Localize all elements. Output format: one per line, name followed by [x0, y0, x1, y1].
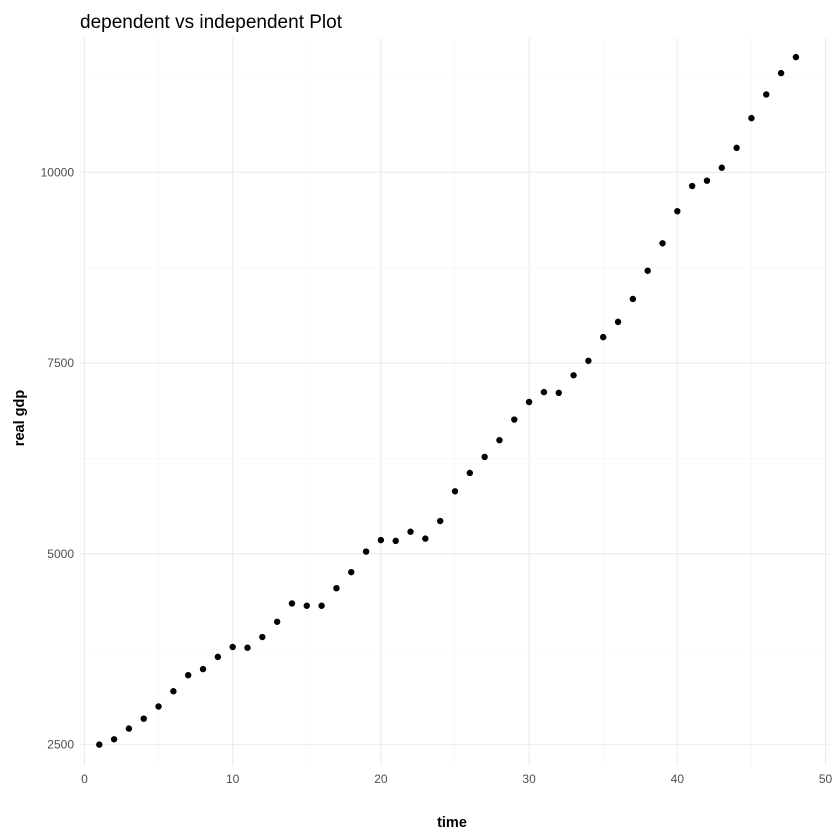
tick-labels: 0 10 20 30 40 50 2500 5000 7500 10000: [41, 165, 833, 786]
data-point: [614, 318, 622, 326]
data-point: [259, 633, 266, 641]
data-point: [155, 703, 162, 710]
data-point: [229, 643, 236, 651]
data-point: [703, 177, 711, 184]
data-point: [674, 208, 681, 215]
data-point: [688, 182, 696, 190]
data-point: [318, 602, 325, 609]
data-point: [777, 69, 785, 77]
y-tick-label: 2500: [47, 738, 74, 752]
data-point: [451, 488, 459, 495]
data-point: [585, 357, 592, 364]
data-point: [185, 671, 192, 679]
data-point: [629, 295, 637, 303]
x-tick-label: 20: [374, 772, 388, 786]
data-point: [792, 53, 800, 61]
data-point: [96, 741, 103, 748]
x-tick-label: 0: [81, 772, 88, 786]
data-point: [763, 91, 770, 98]
data-point: [511, 416, 518, 423]
data-point: [422, 535, 429, 542]
x-tick-label: 10: [226, 772, 240, 786]
data-point: [644, 267, 651, 274]
data-point: [244, 644, 251, 651]
y-axis-title: real gdp: [12, 390, 28, 447]
data-point: [748, 114, 755, 122]
data-point: [140, 715, 147, 722]
x-tick-label: 30: [522, 772, 536, 786]
data-point: [496, 436, 503, 444]
data-point: [125, 725, 133, 732]
data-point: [333, 584, 340, 592]
data-point: [481, 453, 488, 461]
data-point: [214, 653, 222, 661]
data-point: [199, 665, 207, 673]
data-point: [600, 333, 607, 341]
y-tick-label: 5000: [47, 547, 74, 561]
x-tick-label: 50: [819, 772, 833, 786]
data-point: [288, 600, 296, 607]
data-point: [659, 240, 666, 247]
data-point: [170, 688, 177, 695]
data-point: [110, 736, 118, 743]
x-tick-label: 40: [671, 772, 685, 786]
data-point: [540, 388, 548, 396]
y-tick-label: 7500: [47, 356, 74, 370]
data-point: [436, 517, 444, 525]
data-point: [733, 144, 740, 152]
data-points: [96, 53, 800, 748]
data-point: [407, 528, 414, 535]
data-point: [525, 398, 533, 406]
data-point: [466, 469, 474, 477]
y-tick-label: 10000: [41, 165, 75, 179]
data-point: [377, 536, 385, 544]
data-point: [303, 602, 310, 609]
data-point: [392, 537, 399, 545]
data-point: [718, 164, 725, 171]
data-point: [348, 568, 355, 576]
chart-title: dependent vs independent Plot: [80, 12, 343, 33]
data-point: [273, 618, 281, 625]
data-point: [555, 389, 562, 397]
data-point: [570, 372, 577, 379]
data-point: [362, 548, 370, 555]
x-axis-title: time: [437, 815, 467, 831]
